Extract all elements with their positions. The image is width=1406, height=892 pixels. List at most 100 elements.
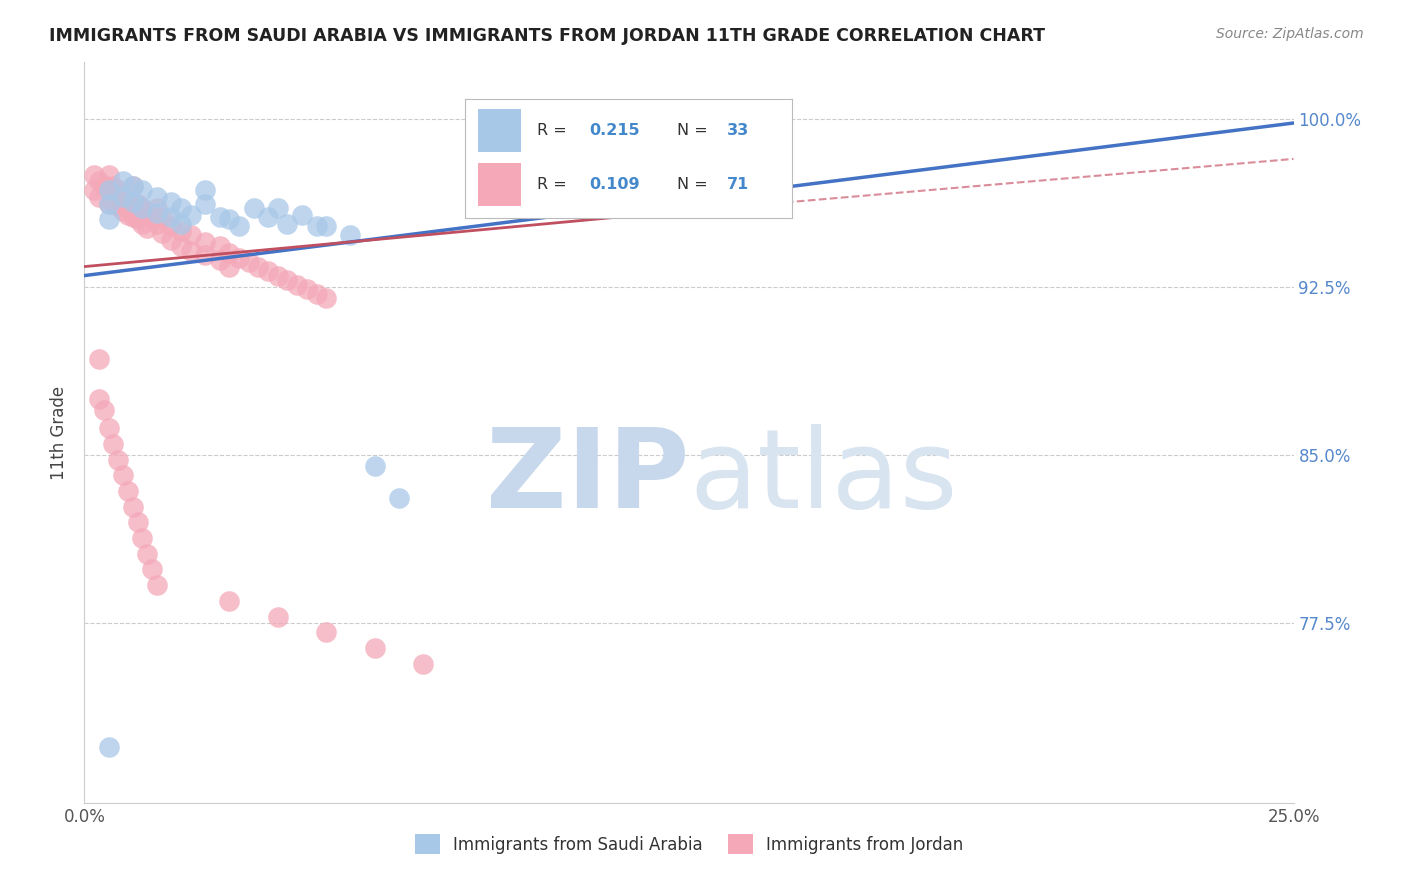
Point xyxy=(97,183,120,197)
Point xyxy=(146,217,169,231)
Point xyxy=(291,208,314,222)
Point xyxy=(160,233,183,247)
Point xyxy=(121,178,143,193)
Point xyxy=(228,251,250,265)
Point xyxy=(194,235,217,249)
Point xyxy=(267,201,290,215)
Point xyxy=(112,174,135,188)
Point xyxy=(194,183,217,197)
Point xyxy=(87,190,110,204)
Point xyxy=(194,196,217,211)
Point xyxy=(218,246,240,260)
Point xyxy=(180,228,202,243)
Point xyxy=(228,219,250,234)
Point xyxy=(121,211,143,225)
Point xyxy=(315,219,337,234)
Point xyxy=(103,437,125,451)
Point xyxy=(97,168,120,182)
Point xyxy=(97,212,120,227)
Point xyxy=(107,199,129,213)
Point xyxy=(218,594,240,608)
Point xyxy=(97,196,120,211)
Point xyxy=(267,268,290,283)
Point xyxy=(150,211,173,225)
Point xyxy=(170,217,193,231)
Point xyxy=(136,547,159,561)
Text: atlas: atlas xyxy=(689,424,957,531)
Point xyxy=(315,625,337,640)
Point xyxy=(170,239,193,253)
Point xyxy=(93,178,115,193)
Point xyxy=(257,211,280,225)
Point xyxy=(131,201,153,215)
Point xyxy=(388,491,411,505)
Text: IMMIGRANTS FROM SAUDI ARABIA VS IMMIGRANTS FROM JORDAN 11TH GRADE CORRELATION CH: IMMIGRANTS FROM SAUDI ARABIA VS IMMIGRAN… xyxy=(49,27,1045,45)
Point xyxy=(267,609,290,624)
Point xyxy=(208,252,231,267)
Point xyxy=(127,516,149,530)
Point xyxy=(146,206,169,220)
Point xyxy=(238,255,260,269)
Point xyxy=(87,174,110,188)
Point xyxy=(363,640,385,655)
Point xyxy=(146,190,169,204)
Point xyxy=(127,196,149,211)
Point xyxy=(247,260,270,274)
Point xyxy=(150,226,173,240)
Point xyxy=(285,277,308,292)
Point xyxy=(97,183,120,197)
Point xyxy=(112,190,135,204)
Point xyxy=(276,273,298,287)
Point xyxy=(160,194,183,209)
Y-axis label: 11th Grade: 11th Grade xyxy=(51,385,69,480)
Point xyxy=(121,178,143,193)
Point xyxy=(87,392,110,406)
Point xyxy=(146,578,169,592)
Point xyxy=(107,452,129,467)
Point xyxy=(136,206,159,220)
Point xyxy=(112,468,135,483)
Point xyxy=(295,282,318,296)
Point xyxy=(117,483,139,498)
Point xyxy=(97,739,120,754)
Point xyxy=(276,217,298,231)
Point xyxy=(131,183,153,197)
Point xyxy=(131,217,153,231)
Point xyxy=(363,459,385,474)
Point xyxy=(87,351,110,366)
Point xyxy=(141,562,163,576)
Point xyxy=(121,194,143,209)
Point xyxy=(83,168,105,182)
Point xyxy=(127,212,149,227)
Point xyxy=(170,201,193,215)
Point xyxy=(103,194,125,209)
Point xyxy=(218,212,240,227)
Point xyxy=(305,219,328,234)
Point xyxy=(751,127,773,141)
Point xyxy=(121,194,143,209)
Point xyxy=(117,208,139,222)
Point xyxy=(97,421,120,435)
Point xyxy=(218,260,240,274)
Point xyxy=(117,194,139,209)
Point xyxy=(141,211,163,225)
Text: ZIP: ZIP xyxy=(485,424,689,531)
Point xyxy=(97,196,120,211)
Point xyxy=(83,183,105,197)
Point xyxy=(121,500,143,514)
Point xyxy=(180,244,202,258)
Point xyxy=(107,183,129,197)
Point xyxy=(136,221,159,235)
Point xyxy=(131,201,153,215)
Point xyxy=(112,203,135,218)
Point xyxy=(180,208,202,222)
Point xyxy=(131,531,153,545)
Legend: Immigrants from Saudi Arabia, Immigrants from Jordan: Immigrants from Saudi Arabia, Immigrants… xyxy=(408,828,970,861)
Point xyxy=(93,403,115,417)
Point xyxy=(170,224,193,238)
Point xyxy=(339,228,361,243)
Point xyxy=(160,219,183,234)
Point xyxy=(146,201,169,215)
Text: Source: ZipAtlas.com: Source: ZipAtlas.com xyxy=(1216,27,1364,41)
Point xyxy=(305,286,328,301)
